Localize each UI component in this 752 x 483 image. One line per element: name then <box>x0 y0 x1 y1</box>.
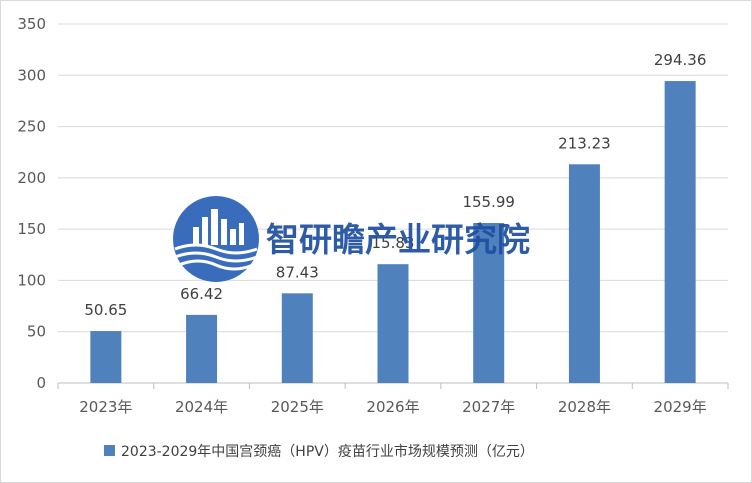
y-tick-label: 100 <box>17 271 46 289</box>
data-label: 50.65 <box>84 301 127 319</box>
x-tick-label: 2024年 <box>175 398 228 416</box>
legend: 2023-2029年中国宫颈癌（HPV）疫苗行业市场规模预测（亿元） <box>104 443 534 460</box>
x-axis-ticks: 2023年 2024年 2025年 2026年 2027年 2028年 2029年 <box>79 398 706 416</box>
legend-swatch <box>104 445 115 456</box>
x-tick-label: 2027年 <box>462 398 515 416</box>
y-axis-ticks: 0 50 100 150 200 250 300 350 <box>17 15 46 392</box>
data-label: 87.43 <box>276 263 319 281</box>
bar <box>90 331 122 383</box>
y-tick-label: 150 <box>17 220 46 238</box>
bar <box>568 164 600 383</box>
gridlines <box>58 23 728 333</box>
axes <box>57 382 729 389</box>
y-tick-label: 50 <box>27 323 46 341</box>
y-tick-label: 300 <box>17 66 46 84</box>
legend-label: 2023-2029年中国宫颈癌（HPV）疫苗行业市场规模预测（亿元） <box>121 443 534 460</box>
y-tick-label: 350 <box>17 15 46 33</box>
x-tick-label: 2028年 <box>558 398 611 416</box>
y-tick-label: 200 <box>17 169 46 187</box>
watermark-text: 智研瞻产业研究院 <box>266 220 530 259</box>
data-label: 155.99 <box>462 193 515 211</box>
data-label: 15.83 <box>372 234 415 252</box>
y-tick-label: 0 <box>36 374 46 392</box>
data-label: 66.42 <box>180 285 223 303</box>
y-tick-label: 250 <box>17 118 46 136</box>
bars <box>90 81 696 383</box>
bar <box>377 264 409 383</box>
data-labels: 50.65 66.42 87.43 15.83 155.99 213.23 294.36 <box>84 51 706 319</box>
data-label: 294.36 <box>654 51 707 69</box>
bar <box>664 81 696 383</box>
bar <box>281 293 313 383</box>
watermark: 智研瞻产业研究院 <box>173 196 530 282</box>
city-skyline-logo-icon <box>173 196 259 282</box>
x-tick-label: 2026年 <box>366 398 419 416</box>
x-tick-label: 2025年 <box>271 398 324 416</box>
bar <box>473 222 505 383</box>
x-tick-label: 2029年 <box>654 398 707 416</box>
bar <box>186 314 218 383</box>
data-label: 213.23 <box>558 134 611 152</box>
x-tick-label: 2023年 <box>79 398 132 416</box>
